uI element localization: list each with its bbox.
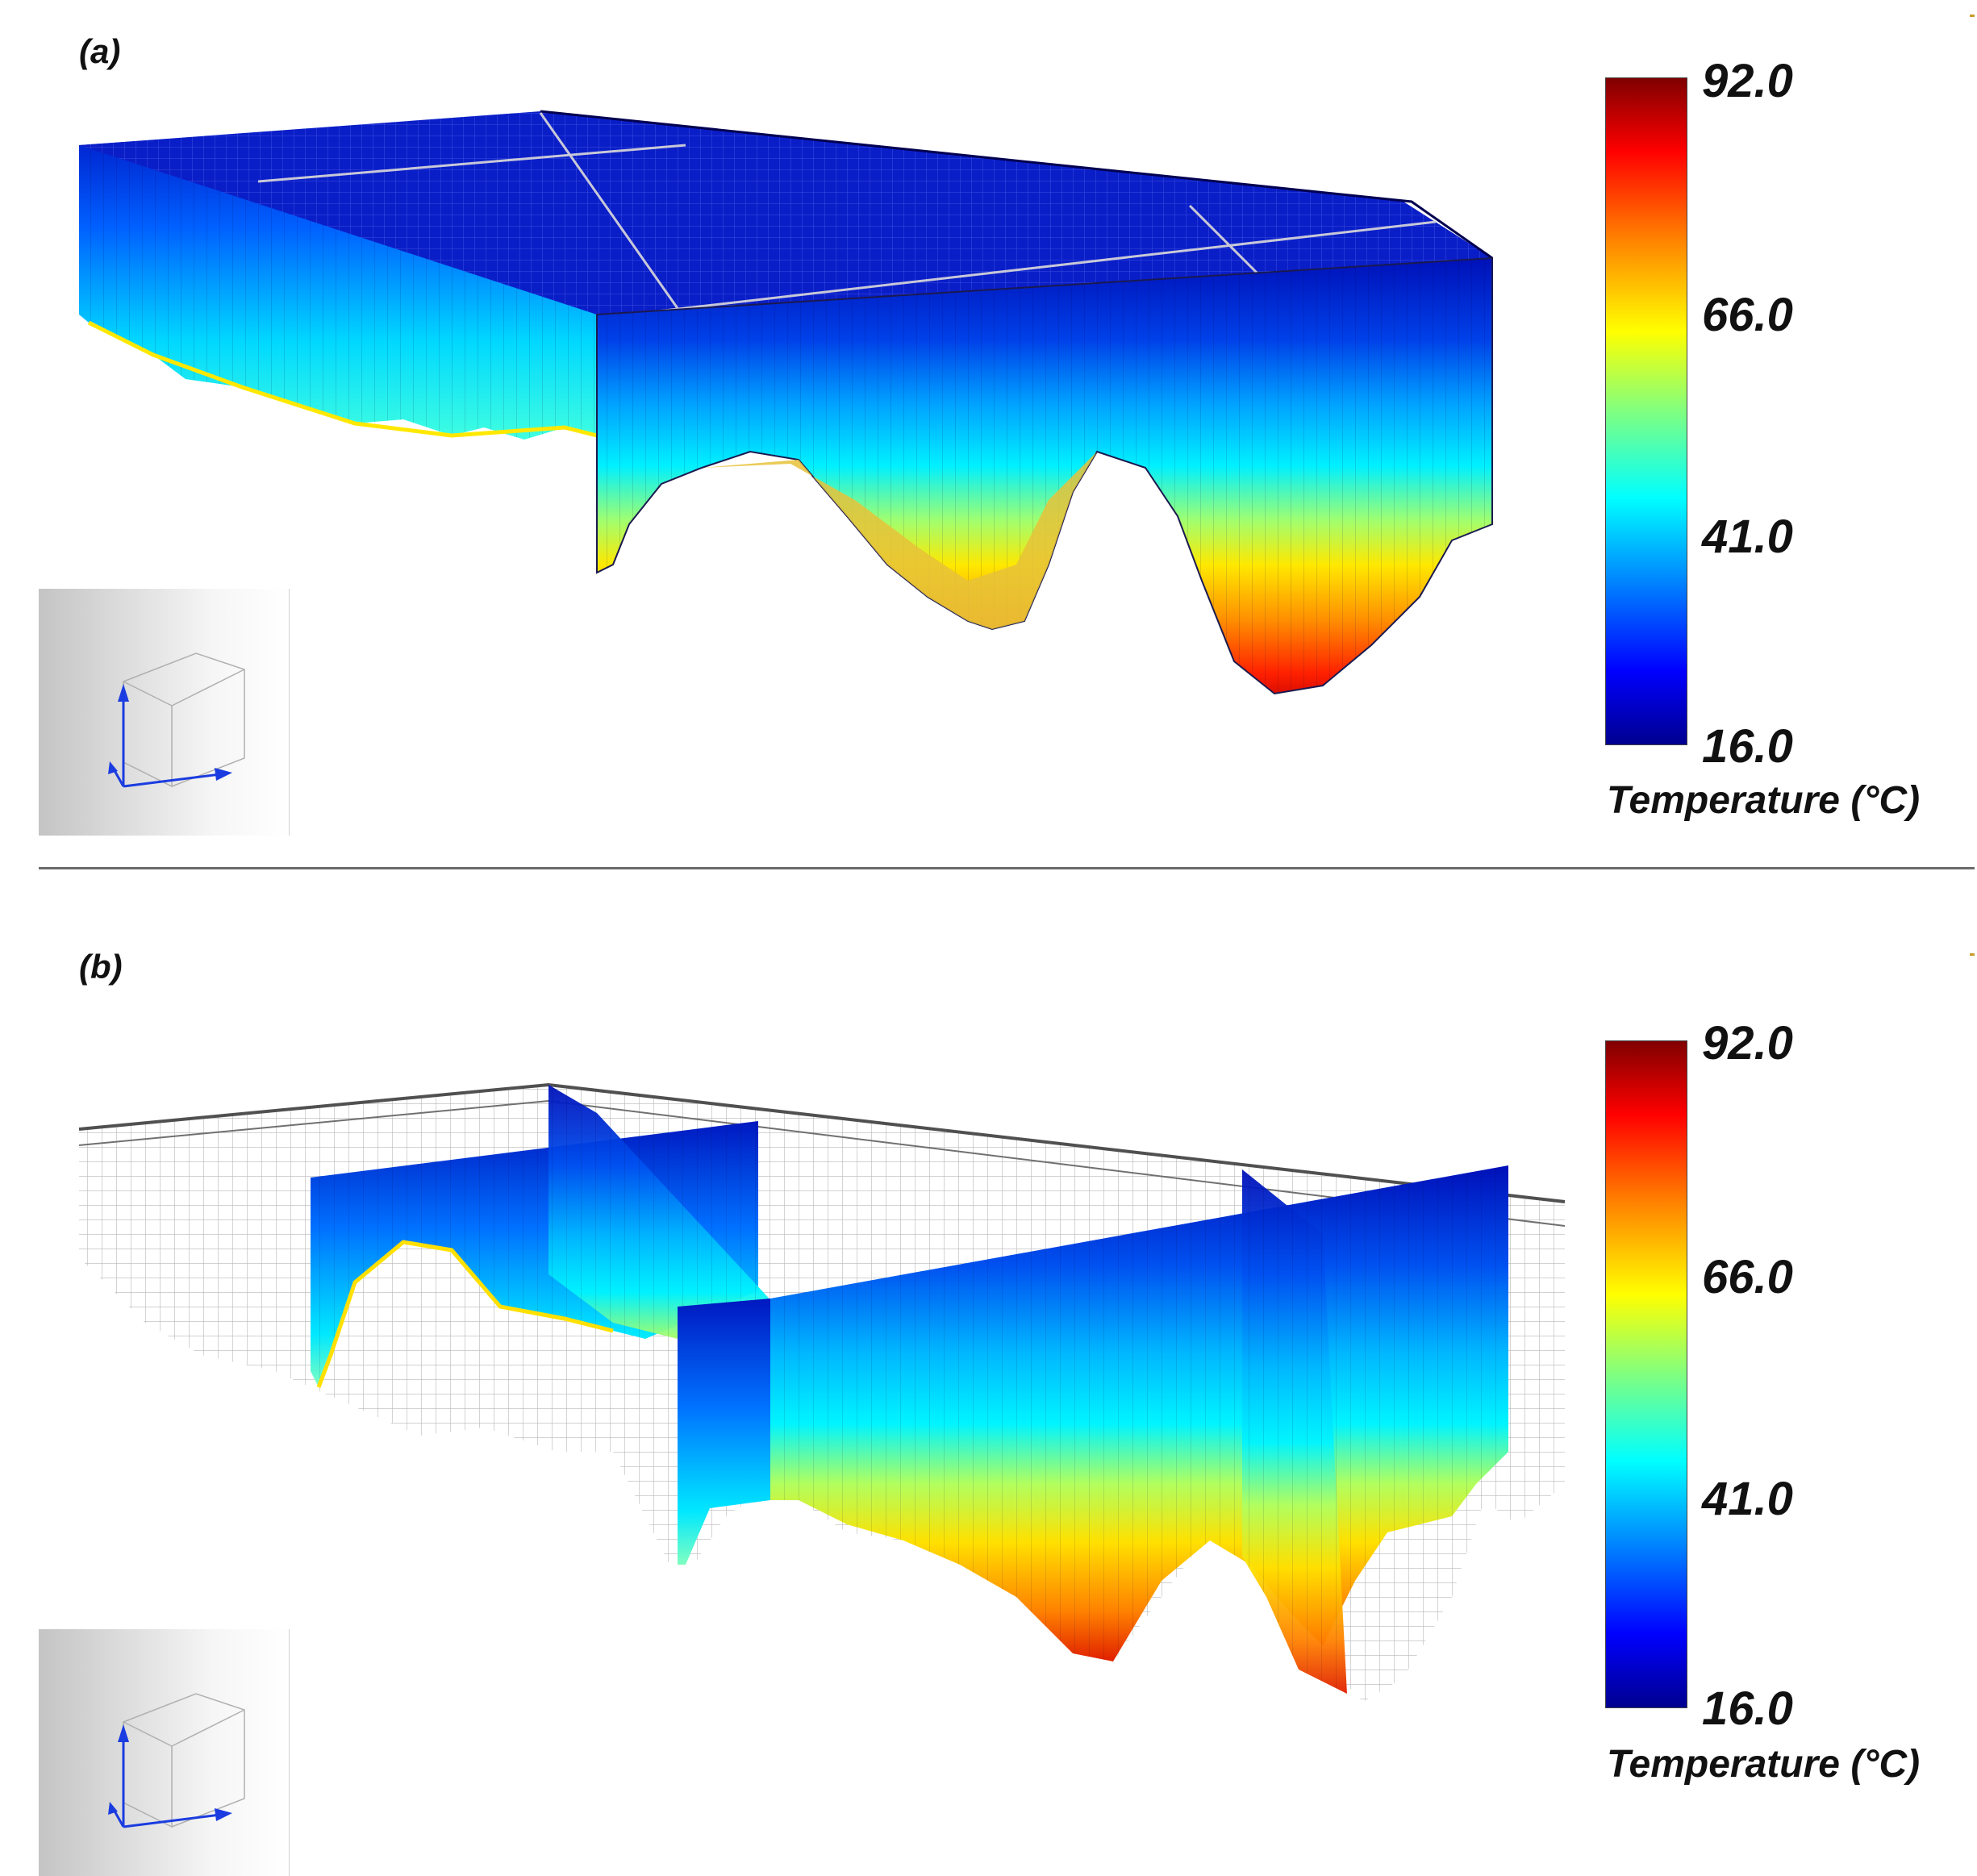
corner-mark-b [1970, 953, 1975, 956]
corner-mark-a [1970, 15, 1975, 17]
panel-label-a: (a) [79, 32, 121, 70]
temperature-fence-diagram-b [78, 1082, 1566, 1702]
colorbar-tick-41-a: 41.0 [1702, 511, 1793, 563]
panel-divider [39, 867, 1975, 869]
colorbar-tick-66-b: 66.0 [1702, 1251, 1793, 1303]
colorbar-tick-41-b: 41.0 [1702, 1473, 1793, 1525]
colorbar-title-a: Temperature (°C) [1607, 779, 1921, 822]
axes-orientation-widget-b [39, 1629, 290, 1876]
axes-triad-icon [108, 1693, 245, 1828]
colorbar-tick-min-b: 16.0 [1702, 1682, 1793, 1735]
axes-orientation-widget-a [39, 589, 290, 836]
axes-triad-icon [108, 652, 245, 788]
colorbar-b [1605, 1040, 1687, 1708]
colorbar-tick-max-a: 92.0 [1702, 55, 1793, 107]
panel-label-b: (b) [79, 948, 123, 986]
colorbar-title-b: Temperature (°C) [1607, 1743, 1921, 1786]
panel-a: (a) [0, 0, 1977, 863]
colorbar-tick-max-b: 92.0 [1702, 1017, 1793, 1069]
colorbar-tick-min-a: 16.0 [1702, 720, 1793, 773]
colorbar-tick-66-a: 66.0 [1702, 289, 1793, 341]
temperature-block-model-a [79, 110, 1493, 695]
colorbar-a [1605, 77, 1687, 745]
panel-b: (b) [0, 871, 1977, 1876]
